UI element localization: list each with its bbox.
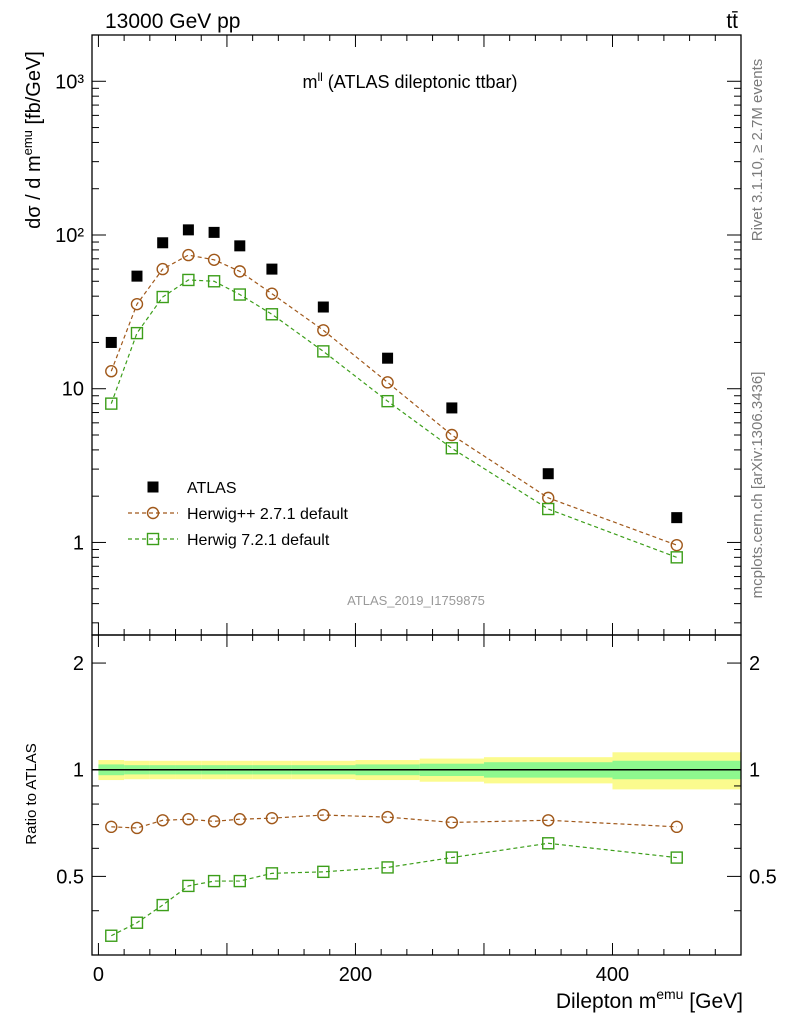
herwigpp-point bbox=[182, 248, 195, 262]
ratio-y-tick-label-right: 0.5 bbox=[749, 866, 777, 888]
x-tick-label: 200 bbox=[339, 964, 372, 986]
herwigpp-point bbox=[445, 428, 459, 442]
legend-atlas-marker bbox=[147, 481, 159, 493]
herwig7-point bbox=[381, 394, 394, 408]
herwig7-ratio-point bbox=[670, 851, 683, 864]
herwig7-ratio-point bbox=[233, 874, 246, 888]
herwigpp-point bbox=[156, 262, 169, 276]
herwigpp-point bbox=[130, 297, 144, 311]
ratio-y-tick-label: 0.5 bbox=[56, 866, 84, 888]
herwig7-point bbox=[105, 397, 118, 410]
herwigpp-ratio-line bbox=[111, 814, 677, 829]
x-axis-label: Dilepton memu [GeV] bbox=[556, 986, 743, 1013]
main-panel: 1 10 10² 10³ bbox=[55, 34, 742, 955]
process-label: tt̄ bbox=[726, 10, 738, 33]
y-tick-label: 10 bbox=[62, 379, 84, 401]
herwigpp-ratio-point bbox=[156, 814, 169, 827]
legend-label: ATLAS bbox=[187, 480, 237, 497]
atlas-data-point bbox=[317, 301, 329, 313]
ratio-frame bbox=[91, 634, 742, 956]
herwigpp-line bbox=[110, 254, 677, 546]
atlas-data-point bbox=[382, 352, 394, 364]
herwig7-ratio-point bbox=[381, 861, 394, 874]
herwig7-ratio-point bbox=[207, 874, 221, 888]
herwig7-point bbox=[233, 288, 246, 301]
herwig7-point bbox=[317, 345, 330, 358]
mcplots-label: mcplots.cern.ch [arXiv:1306.3436] bbox=[749, 372, 766, 599]
y-tick-label: 1 bbox=[73, 532, 84, 554]
x-tick-label: 0 bbox=[93, 964, 104, 986]
atlas-data-point bbox=[446, 402, 458, 414]
analysis-id-label: ATLAS_2019_I1759875 bbox=[347, 593, 485, 608]
atlas-data-point bbox=[208, 226, 220, 238]
herwigpp-ratio-point bbox=[445, 816, 459, 829]
ratio-y-axis-label: Ratio to ATLAS bbox=[23, 743, 40, 844]
collision-label: 13000 GeV pp bbox=[105, 10, 240, 33]
herwig7-ratio-point bbox=[130, 916, 144, 929]
atlas-data-point bbox=[542, 468, 554, 480]
herwig7-point bbox=[445, 442, 459, 455]
herwig7-ratio-point bbox=[265, 867, 279, 880]
herwig7-ratio-line bbox=[111, 842, 677, 937]
plot-title: mll (ATLAS dileptonic ttbar) bbox=[302, 70, 517, 92]
herwigpp-point bbox=[265, 287, 279, 300]
herwigpp-ratio-point bbox=[182, 813, 195, 826]
herwigpp-ratio-point bbox=[207, 815, 221, 828]
atlas-data-point bbox=[234, 240, 246, 252]
legend: ATLAS Herwig++ 2.7.1 default Herwig 7.2.1 … bbox=[128, 480, 349, 549]
herwig7-point bbox=[542, 502, 555, 516]
herwig7-point bbox=[182, 273, 195, 287]
rivet-version-label: Rivet 3.1.10, ≥ 2.7M events bbox=[749, 59, 766, 242]
x-tick-label: 400 bbox=[596, 964, 629, 986]
herwigpp-point bbox=[381, 376, 394, 389]
legend-label: Herwig++ 2.7.1 default bbox=[187, 506, 349, 523]
ratio-y-tick-label: 1 bbox=[73, 760, 84, 782]
herwigpp-ratio-point bbox=[105, 820, 118, 834]
herwigpp-point bbox=[207, 253, 221, 266]
herwigpp-point bbox=[317, 324, 330, 337]
herwigpp-ratio-point bbox=[265, 811, 279, 825]
herwigpp-point bbox=[105, 365, 118, 378]
herwigpp-ratio-point bbox=[670, 820, 683, 834]
atlas-data-point bbox=[266, 263, 278, 275]
herwigpp-ratio-point bbox=[542, 814, 555, 827]
herwig7-point bbox=[207, 275, 221, 288]
herwig7-line bbox=[110, 279, 677, 558]
legend-herwig7-marker bbox=[146, 532, 160, 546]
atlas-data-point bbox=[157, 237, 169, 249]
herwig7-ratio-point bbox=[317, 865, 330, 879]
atlas-data-point bbox=[671, 512, 683, 524]
herwig7-ratio-point bbox=[542, 837, 555, 850]
herwigpp-point bbox=[233, 265, 246, 278]
y-tick-label: 10² bbox=[55, 225, 84, 247]
atlas-data-point bbox=[131, 270, 143, 282]
herwigpp-ratio-point bbox=[233, 813, 246, 826]
ratio-y-tick-label-right: 1 bbox=[749, 760, 760, 782]
herwig7-ratio-point bbox=[105, 929, 118, 942]
atlas-data-point bbox=[182, 224, 194, 236]
herwig7-ratio-point bbox=[182, 879, 195, 893]
main-y-axis-label: dσ / d memu [fb/GeV] bbox=[20, 51, 45, 229]
ratio-y-tick-label-right: 2 bbox=[749, 653, 760, 675]
herwig7-point bbox=[156, 290, 169, 304]
herwigpp-ratio-point bbox=[381, 810, 394, 824]
herwig7-point bbox=[670, 551, 683, 564]
herwigpp-ratio-point bbox=[317, 808, 330, 822]
legend-herwigpp-marker bbox=[146, 506, 160, 520]
herwigpp-ratio-point bbox=[130, 821, 144, 835]
atlas-data-point bbox=[105, 336, 117, 348]
herwig7-ratio-point bbox=[156, 898, 169, 912]
herwigpp-point bbox=[670, 538, 683, 552]
ratio-panel: 0 200 400 0.5 0.5 1 1 2 2 bbox=[56, 634, 777, 986]
herwig7-point bbox=[265, 308, 279, 321]
herwig7-ratio-point bbox=[445, 851, 459, 864]
y-tick-label: 10³ bbox=[55, 71, 84, 93]
legend-label: Herwig 7.2.1 default bbox=[187, 532, 330, 549]
ratio-y-tick-label: 2 bbox=[73, 653, 84, 675]
herwig7-point bbox=[130, 326, 144, 340]
